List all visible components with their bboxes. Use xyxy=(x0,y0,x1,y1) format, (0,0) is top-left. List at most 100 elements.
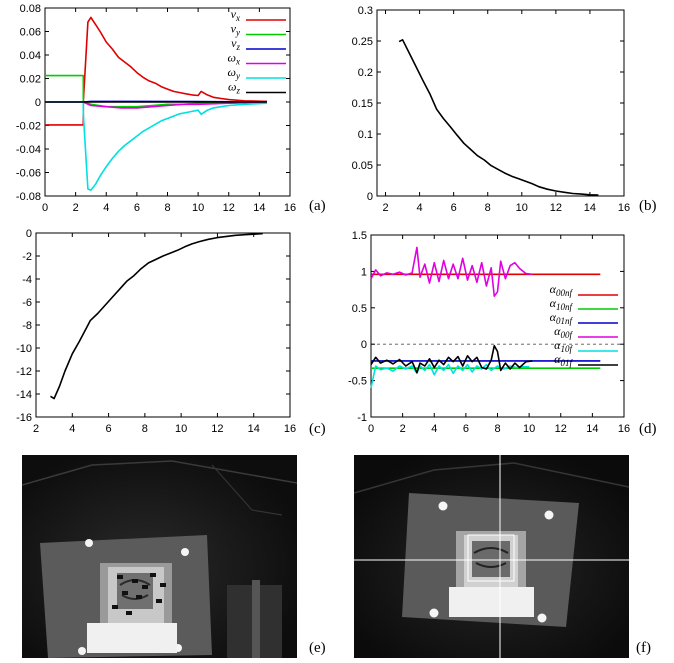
x-tick-label: 16 xyxy=(284,423,296,435)
x-tick-label: 0 xyxy=(368,423,374,435)
y-tick-label: 0.1 xyxy=(358,129,373,141)
y-tick-label: 1 xyxy=(361,266,367,278)
x-tick-label: 14 xyxy=(248,423,260,435)
x-tick-label: 14 xyxy=(584,202,596,214)
y-tick-label: -14 xyxy=(16,389,32,401)
x-tick-label: 10 xyxy=(175,423,187,435)
x-tick-label: 10 xyxy=(523,423,535,435)
x-tick-label: 10 xyxy=(516,202,528,214)
y-tick-label: 0 xyxy=(361,339,367,351)
series-line-0 xyxy=(398,38,599,196)
y-tick-label: 0.5 xyxy=(352,303,367,315)
x-tick-label: 4 xyxy=(69,423,75,435)
x-tick-label: 4 xyxy=(417,202,423,214)
legend-label: ωz xyxy=(228,80,240,96)
series-line-x xyxy=(45,101,268,109)
y-tick-label: -1 xyxy=(357,412,367,424)
y-tick-label: 0.02 xyxy=(20,74,41,86)
y-tick-label: -0.06 xyxy=(16,168,41,180)
x-tick-label: 6 xyxy=(463,423,469,435)
panel-label-a: (a) xyxy=(309,198,326,214)
x-tick-label: 16 xyxy=(618,423,630,435)
y-tick-label: 0.08 xyxy=(20,3,41,15)
plot-frame xyxy=(370,234,625,418)
y-tick-label: 0.05 xyxy=(352,160,373,172)
x-tick-label: 0 xyxy=(42,202,48,214)
y-tick-label: -2 xyxy=(22,251,32,263)
y-tick-label: 0 xyxy=(367,191,373,203)
y-tick-label: -0.5 xyxy=(348,376,367,388)
x-tick-label: 6 xyxy=(134,202,140,214)
y-tick-label: 0.15 xyxy=(352,98,373,110)
y-tick-label: -0.04 xyxy=(16,144,41,156)
series-line-x xyxy=(45,16,268,126)
legend-label: vz xyxy=(231,36,240,52)
x-tick-label: 12 xyxy=(550,202,562,214)
x-tick-label: 10 xyxy=(192,202,204,214)
camera-image-f xyxy=(354,455,629,658)
x-tick-label: 14 xyxy=(253,202,265,214)
series-line-0 xyxy=(50,232,263,400)
plot-frame xyxy=(35,232,291,418)
series-line-10f xyxy=(370,363,530,389)
panel-label-b: (b) xyxy=(639,198,657,214)
legend-label: α10nf xyxy=(550,296,574,312)
chart-c: 2 4 6 8 10 12 14 16 -16 -14 -12 -10 -8 -6 -4 -2 0 xyxy=(16,228,296,435)
x-tick-label: 8 xyxy=(164,202,170,214)
y-tick-label: -4 xyxy=(22,274,32,286)
y-tick-label: 0 xyxy=(26,228,32,240)
legend-label: α01f xyxy=(554,352,573,368)
series-line-00f xyxy=(370,246,533,297)
x-tick-label: 16 xyxy=(284,202,296,214)
x-tick-label: 2 xyxy=(73,202,79,214)
x-tick-label: 4 xyxy=(431,423,437,435)
x-tick-label: 2 xyxy=(33,423,39,435)
chart-a: 0 2 4 6 8 10 12 14 16 -0.08 -0.06 -0.04 -0.02 0 0.02 0.… xyxy=(16,3,296,214)
y-tick-label: -16 xyxy=(16,412,32,424)
y-tick-label: 0.04 xyxy=(20,50,41,62)
plot-frame xyxy=(376,9,625,197)
camera-scene-f xyxy=(354,455,629,658)
panel-label-c: (c) xyxy=(309,421,326,437)
legend-label: α00f xyxy=(554,324,573,340)
legend-label: α10f xyxy=(554,338,573,354)
y-tick-label: 1.5 xyxy=(352,230,367,242)
x-tick-label: 6 xyxy=(451,202,457,214)
y-tick-label: 0.25 xyxy=(352,36,373,48)
x-tick-label: 12 xyxy=(223,202,235,214)
panel-label-e: (e) xyxy=(309,640,326,656)
y-tick-label: -12 xyxy=(16,366,32,378)
x-tick-label: 16 xyxy=(618,202,630,214)
y-tick-label: 0 xyxy=(35,97,41,109)
chart-b: 2 4 6 8 10 12 14 16 0 0.05 0.1 0.15 0.2 0.25 0.3 xyxy=(352,5,631,214)
legend-label: ωy xyxy=(228,65,240,81)
x-tick-label: 8 xyxy=(485,202,491,214)
y-tick-label: -6 xyxy=(22,297,32,309)
chart-d: 0 2 4 6 8 10 12 14 16-1-0.500.511.5α00nfα10nfα01… xyxy=(348,230,630,435)
legend-label: α01nf xyxy=(550,310,574,326)
x-tick-label: 4 xyxy=(103,202,109,214)
x-tick-label: 14 xyxy=(586,423,598,435)
camera-image-e xyxy=(22,455,297,658)
x-tick-label: 2 xyxy=(382,202,388,214)
y-tick-label: 0.06 xyxy=(20,27,41,39)
y-tick-label: 0.3 xyxy=(358,5,373,17)
panel-label-d: (d) xyxy=(639,421,657,437)
y-tick-label: -0.02 xyxy=(16,121,41,133)
x-tick-label: 12 xyxy=(555,423,567,435)
x-tick-label: 2 xyxy=(400,423,406,435)
x-tick-label: 6 xyxy=(106,423,112,435)
x-tick-label: 12 xyxy=(211,423,223,435)
legend-label: vy xyxy=(231,22,240,38)
panel-label-f: (f) xyxy=(636,640,651,656)
series-line-y xyxy=(45,101,268,191)
series-line-01f xyxy=(370,344,533,374)
y-tick-label: 0.2 xyxy=(358,67,373,79)
y-tick-label: -0.08 xyxy=(16,191,41,203)
x-tick-label: 8 xyxy=(494,423,500,435)
camera-scene-e xyxy=(22,455,297,658)
legend-label: vx xyxy=(231,7,240,23)
legend-label: α00nf xyxy=(550,282,574,298)
y-tick-label: -8 xyxy=(22,320,32,332)
legend-label: ωx xyxy=(228,51,240,67)
